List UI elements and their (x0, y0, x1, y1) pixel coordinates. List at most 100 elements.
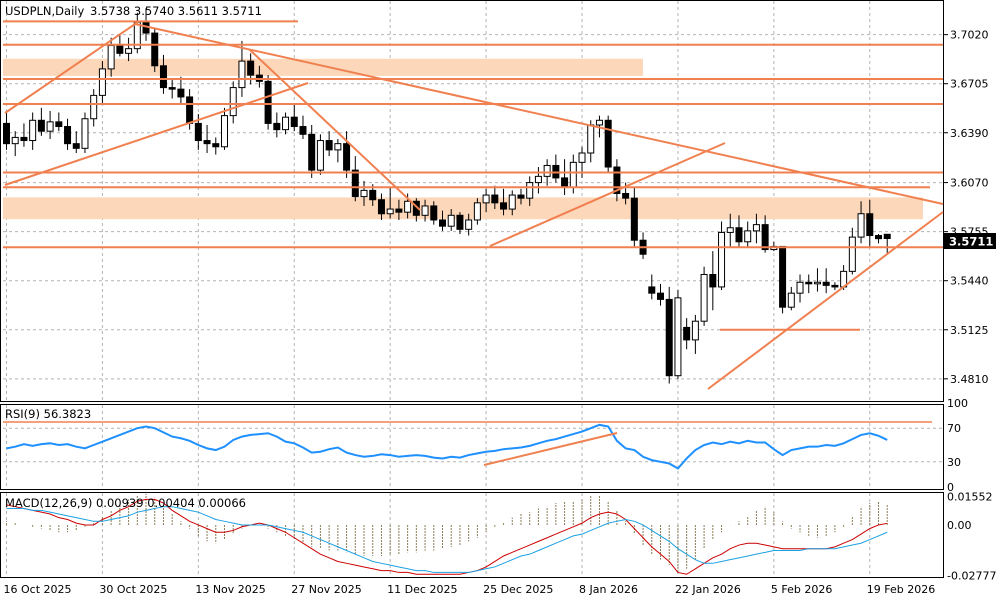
bull-candle (726, 227, 734, 233)
bull-candle (578, 152, 586, 163)
rsi-line (6, 423, 888, 470)
macd-tick-label: 0.01552 (947, 491, 993, 504)
bull-candle (90, 94, 98, 120)
y-tick-label: 3.4810 (950, 373, 989, 386)
y-tick-label: 3.6705 (950, 78, 989, 91)
bull-candle (813, 281, 821, 285)
signal-line (6, 506, 888, 573)
bull-candle (465, 219, 473, 230)
bear-candle (369, 189, 377, 201)
macd-label: MACD(12,26,9) 0.00939 0.00404 0.00066 (5, 496, 246, 510)
bull-candle (543, 164, 551, 177)
price-panel-frame (0, 0, 944, 402)
bear-candle (299, 126, 307, 135)
macd-panel-frame (0, 492, 944, 578)
bear-candle (875, 235, 882, 240)
bull-candle (238, 60, 246, 89)
bear-candle (72, 143, 80, 149)
x-tick-label: 8 Jan 2026 (579, 583, 638, 596)
bear-candle (3, 122, 10, 145)
bull-candle (98, 68, 106, 96)
bull-candle (386, 208, 394, 215)
trendline (489, 142, 726, 247)
bull-candle (744, 230, 752, 243)
bear-candle (377, 199, 385, 215)
trendline (4, 21, 139, 114)
rsi-panel-frame (0, 404, 944, 490)
bear-candle (290, 116, 298, 128)
bull-candle (447, 214, 455, 227)
bull-candle (29, 119, 37, 142)
rsi-label: RSI(9) 56.3823 (5, 407, 91, 421)
macd-tick-label: -0.02777 (947, 570, 996, 583)
bear-candle (325, 140, 333, 151)
bear-candle (517, 194, 525, 199)
bear-candle (439, 219, 446, 227)
bear-candle (159, 65, 167, 89)
bear-candle (20, 136, 28, 142)
bull-candle (282, 116, 290, 131)
bear-candle (212, 143, 220, 148)
current-price-label: 3.5711 (949, 235, 993, 249)
bull-candle (674, 297, 682, 377)
bear-candle (151, 32, 159, 67)
bull-candle (857, 213, 865, 238)
rsi-tick-label: 70 (947, 422, 961, 435)
bull-candle (221, 115, 228, 148)
bear-candle (831, 284, 839, 288)
bear-candle (822, 281, 830, 286)
x-tick-label: 16 Oct 2025 (4, 583, 72, 596)
bull-candle (569, 161, 577, 188)
rsi-trendline (483, 432, 618, 466)
bull-candle (718, 231, 726, 288)
y-tick-label: 3.7020 (950, 29, 989, 42)
bull-candle (752, 224, 760, 232)
symbol-label: USDPLN,Daily (5, 4, 84, 18)
x-tick-label: 13 Nov 2025 (195, 583, 265, 596)
bear-candle (604, 119, 612, 168)
bear-candle (805, 281, 813, 285)
bull-candle (125, 48, 133, 54)
y-tick-label: 3.5440 (950, 275, 989, 288)
x-tick-label: 27 Nov 2025 (291, 583, 361, 596)
bear-candle (622, 192, 630, 199)
bull-candle (316, 140, 324, 171)
bull-candle (796, 281, 804, 294)
bull-candle (46, 121, 54, 132)
current-price-tag (944, 233, 996, 249)
bear-candle (491, 194, 499, 204)
bull-candle (482, 194, 490, 204)
bull-candle (508, 194, 516, 210)
trendline (4, 82, 309, 186)
bull-candle (107, 45, 115, 70)
bear-candle (683, 326, 691, 341)
x-tick-label: 11 Dec 2025 (387, 583, 457, 596)
bear-candle (630, 197, 638, 241)
bear-candle (37, 119, 45, 132)
bull-candle (691, 320, 699, 341)
price-candles (3, 8, 891, 384)
bull-candle (81, 118, 89, 149)
middle-zone (3, 197, 923, 220)
bull-candle (848, 236, 856, 272)
bear-candle (395, 208, 403, 213)
bear-candle (194, 122, 202, 142)
macd-tick-label: 0.00 (947, 519, 972, 532)
bear-candle (456, 214, 464, 230)
bull-candle (404, 200, 412, 213)
bear-candle (203, 140, 211, 145)
bear-candle (883, 233, 891, 239)
bull-candle (534, 175, 542, 184)
bear-candle (186, 96, 194, 124)
bear-candle (168, 87, 176, 90)
bear-candle (735, 227, 743, 243)
ohlc-readout: 3.5738 3.5740 3.5611 3.5711 (90, 4, 262, 18)
bear-candle (264, 80, 272, 124)
bear-candle (779, 245, 787, 308)
bear-candle (648, 286, 656, 294)
axis-labels: 16 Oct 2025 30 Oct 2025 13 Nov 2025 27 Nov … (4, 29, 997, 596)
bull-candle (787, 292, 795, 308)
bear-candle (657, 292, 664, 300)
